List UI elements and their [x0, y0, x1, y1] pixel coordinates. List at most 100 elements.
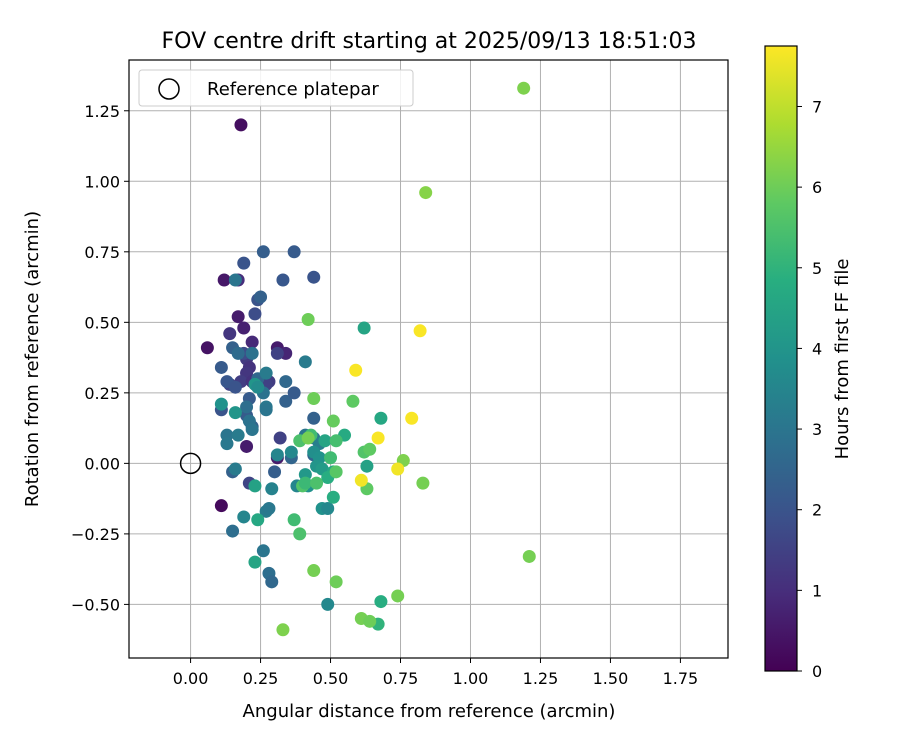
data-point	[276, 623, 290, 637]
data-point	[307, 564, 321, 578]
legend-box	[138, 69, 414, 107]
data-points	[200, 81, 536, 637]
data-point	[259, 366, 273, 380]
data-point	[251, 380, 265, 394]
data-point	[321, 597, 335, 611]
data-point	[329, 465, 343, 479]
data-point	[214, 397, 228, 411]
x-tick-label: 1.00	[453, 669, 489, 688]
data-point	[226, 524, 240, 538]
data-point	[287, 245, 301, 259]
data-point	[262, 502, 276, 515]
data-point	[240, 400, 254, 414]
colorbar-label: Hours from first FF file	[832, 259, 853, 460]
x-tick-label: 1.25	[523, 669, 559, 688]
data-point	[214, 499, 228, 513]
data-point	[279, 375, 293, 389]
data-point	[357, 321, 371, 335]
y-tick-label: 0.75	[84, 243, 120, 262]
x-tick-label: 0.50	[313, 669, 349, 688]
data-point	[231, 310, 245, 324]
data-point	[517, 81, 531, 95]
data-point	[360, 459, 374, 473]
y-axis-ticks: −0.50 −0.25 0.00 0.25 0.50 0.75 1.00 1.25	[71, 102, 129, 614]
chart-title: FOV centre drift starting at 2025/09/13 …	[162, 29, 697, 54]
plot-frame	[128, 59, 729, 659]
data-point	[354, 473, 368, 487]
data-point	[287, 386, 301, 400]
data-point	[293, 527, 307, 541]
data-point	[287, 513, 301, 527]
data-point	[217, 273, 231, 287]
data-point	[237, 256, 251, 270]
data-point	[416, 476, 430, 490]
data-point	[270, 346, 284, 360]
data-point	[256, 245, 270, 259]
data-point	[363, 442, 377, 456]
x-tick-label: 0.75	[383, 669, 419, 688]
data-point	[371, 431, 385, 445]
data-point	[240, 439, 254, 453]
x-axis-label: Angular distance from reference (arcmin)	[243, 701, 616, 722]
data-point	[346, 394, 360, 408]
data-point	[326, 414, 340, 428]
data-point	[256, 544, 270, 558]
data-point	[273, 431, 287, 445]
legend-label: Reference platepar	[207, 79, 379, 100]
grid-lines	[129, 60, 728, 658]
data-point	[231, 428, 245, 442]
data-point	[284, 445, 298, 459]
data-point	[228, 462, 242, 476]
legend: Reference platepar	[138, 69, 414, 107]
data-point	[234, 118, 248, 132]
y-tick-label: 0.50	[84, 313, 120, 332]
data-point	[265, 575, 279, 589]
data-point	[228, 273, 242, 287]
data-point	[307, 391, 321, 405]
data-point	[391, 462, 405, 476]
data-point	[298, 355, 312, 369]
data-point	[298, 476, 312, 490]
data-point	[307, 411, 321, 425]
data-point	[245, 346, 259, 360]
reference-platepar-marker	[179, 452, 202, 475]
data-point	[248, 555, 262, 569]
data-point	[200, 341, 214, 355]
colorbar-tick-label: 3	[812, 420, 822, 439]
y-tick-label: 0.25	[84, 384, 120, 403]
y-tick-label: 1.00	[84, 172, 120, 191]
data-point	[374, 411, 388, 425]
data-point	[522, 549, 536, 563]
data-point	[248, 479, 262, 493]
data-point	[310, 476, 324, 490]
data-point	[231, 346, 245, 360]
data-point	[251, 513, 265, 527]
data-point	[245, 423, 259, 437]
data-point	[228, 380, 242, 394]
data-point	[374, 595, 388, 609]
data-point	[349, 363, 363, 377]
y-tick-label: −0.25	[71, 525, 120, 544]
data-point	[223, 327, 237, 341]
data-point	[413, 324, 427, 338]
data-point	[307, 270, 321, 284]
data-point	[228, 406, 242, 420]
y-tick-label: 1.25	[84, 102, 120, 121]
legend-marker	[158, 78, 180, 100]
data-point	[329, 434, 343, 448]
data-point	[237, 321, 251, 335]
data-point	[214, 360, 228, 374]
y-tick-label: 0.00	[84, 454, 120, 473]
data-point	[324, 451, 338, 465]
colorbar: 0 1 2 3 4 5 6 7 Hours from first FF file	[764, 45, 853, 681]
data-point	[220, 437, 234, 451]
data-point	[326, 490, 340, 504]
data-point	[248, 307, 262, 321]
colorbar-tick-label: 2	[812, 501, 822, 520]
x-axis-ticks: 0.00 0.25 0.50 0.75 1.00 1.25 1.50 1.75	[173, 658, 698, 688]
x-tick-label: 0.25	[243, 669, 279, 688]
data-point	[245, 335, 259, 349]
y-tick-label: −0.50	[71, 595, 120, 614]
data-point	[391, 589, 405, 603]
